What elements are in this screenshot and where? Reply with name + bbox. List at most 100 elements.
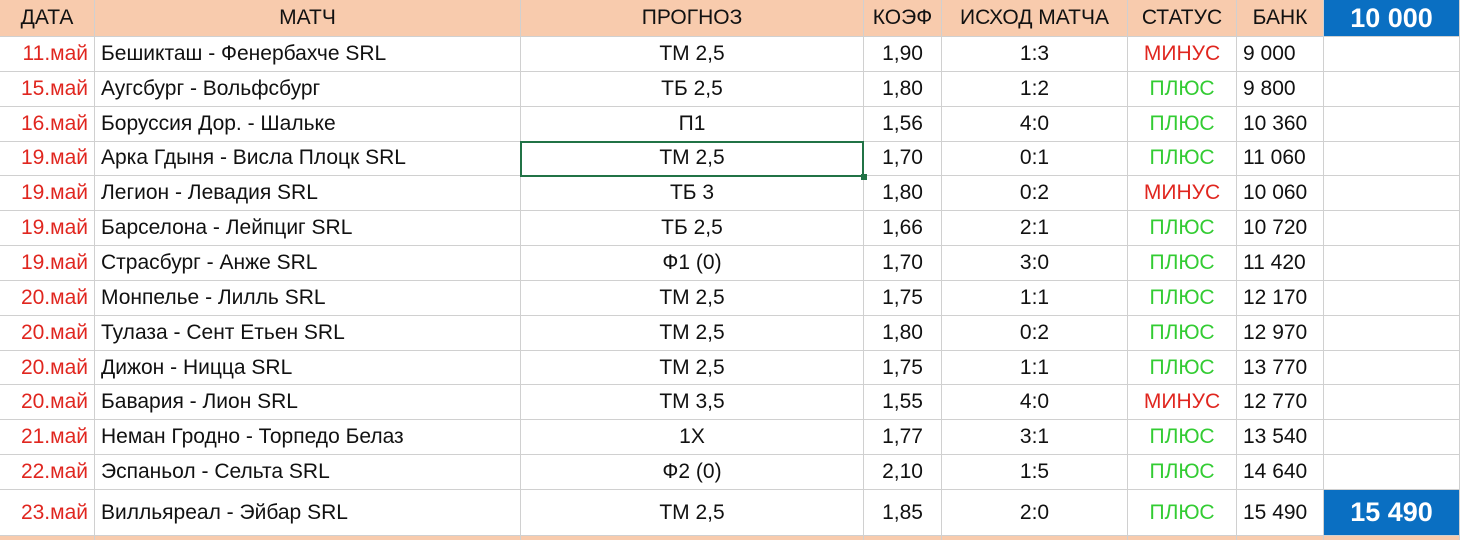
column-header[interactable]: СТАТУС: [1128, 0, 1237, 37]
selected-cell[interactable]: [520, 141, 867, 180]
empty-cell[interactable]: [1128, 536, 1237, 540]
forecast-cell[interactable]: ТМ 2,5: [521, 280, 864, 316]
empty-cell[interactable]: [942, 536, 1128, 540]
coefficient-cell[interactable]: 1,70: [864, 246, 942, 281]
empty-cell[interactable]: [0, 536, 95, 540]
empty-cell[interactable]: [1324, 211, 1460, 247]
empty-cell[interactable]: [1324, 385, 1460, 421]
status-cell[interactable]: ПЛЮС: [1128, 490, 1237, 536]
empty-cell[interactable]: [1324, 71, 1460, 107]
coefficient-cell[interactable]: 1,80: [864, 176, 942, 212]
forecast-cell[interactable]: ТБ 2,5: [521, 211, 864, 247]
empty-cell[interactable]: [1324, 420, 1460, 456]
coefficient-cell[interactable]: 2,10: [864, 455, 942, 490]
column-header[interactable]: ДАТА: [0, 0, 95, 37]
bank-cell[interactable]: 9 800: [1237, 71, 1324, 107]
result-cell[interactable]: 0:2: [942, 176, 1128, 212]
bank-cell[interactable]: 11 060: [1237, 141, 1324, 177]
empty-cell[interactable]: [1324, 141, 1460, 177]
bank-cell[interactable]: 10 720: [1237, 211, 1324, 247]
empty-cell[interactable]: [1324, 246, 1460, 281]
column-header[interactable]: МАТЧ: [95, 0, 521, 37]
status-cell[interactable]: ПЛЮС: [1128, 455, 1237, 490]
status-cell[interactable]: ПЛЮС: [1128, 246, 1237, 281]
forecast-cell[interactable]: ТБ 2,5: [521, 71, 864, 107]
result-cell[interactable]: 1:1: [942, 350, 1128, 386]
bank-cell[interactable]: 14 640: [1237, 455, 1324, 490]
match-cell[interactable]: Аугсбург - Вольфсбург: [95, 71, 521, 107]
result-cell[interactable]: 2:1: [942, 211, 1128, 247]
result-cell[interactable]: 2:0: [942, 490, 1128, 536]
empty-cell[interactable]: [521, 536, 864, 540]
status-cell[interactable]: ПЛЮС: [1128, 280, 1237, 316]
start-bank[interactable]: 10 000: [1324, 0, 1460, 37]
status-cell[interactable]: ПЛЮС: [1128, 211, 1237, 247]
bank-cell[interactable]: 13 770: [1237, 350, 1324, 386]
coefficient-cell[interactable]: 1,80: [864, 71, 942, 107]
match-cell[interactable]: Монпелье - Лилль SRL: [95, 280, 521, 316]
status-cell[interactable]: ПЛЮС: [1128, 420, 1237, 456]
coefficient-cell[interactable]: 1,56: [864, 106, 942, 142]
empty-cell[interactable]: [1324, 280, 1460, 316]
date-cell[interactable]: 19.май: [0, 211, 95, 247]
empty-cell[interactable]: [1324, 350, 1460, 386]
coefficient-cell[interactable]: 1,75: [864, 350, 942, 386]
bank-cell[interactable]: 13 540: [1237, 420, 1324, 456]
column-header[interactable]: КОЭФ: [864, 0, 942, 37]
date-cell[interactable]: 19.май: [0, 141, 95, 177]
match-cell[interactable]: Тулаза - Сент Етьен SRL: [95, 315, 521, 351]
empty-cell[interactable]: [1324, 455, 1460, 490]
match-cell[interactable]: Страсбург - Анже SRL: [95, 246, 521, 281]
forecast-cell[interactable]: 1Х: [521, 420, 864, 456]
coefficient-cell[interactable]: 1,70: [864, 141, 942, 177]
empty-cell[interactable]: [1324, 176, 1460, 212]
result-cell[interactable]: 4:0: [942, 385, 1128, 421]
bank-cell[interactable]: 10 360: [1237, 106, 1324, 142]
match-cell[interactable]: Легион - Левадия SRL: [95, 176, 521, 212]
date-cell[interactable]: 22.май: [0, 455, 95, 490]
column-header[interactable]: БАНК: [1237, 0, 1324, 37]
final-bank[interactable]: 15 490: [1324, 490, 1460, 536]
status-cell[interactable]: МИНУС: [1128, 385, 1237, 421]
match-cell[interactable]: Неман Гродно - Торпедо Белаз: [95, 420, 521, 456]
bank-cell[interactable]: 12 170: [1237, 280, 1324, 316]
date-cell[interactable]: 11.май: [0, 37, 95, 72]
empty-cell[interactable]: [1324, 106, 1460, 142]
date-cell[interactable]: 20.май: [0, 315, 95, 351]
result-cell[interactable]: 1:2: [942, 71, 1128, 107]
forecast-cell[interactable]: ТМ 2,5: [521, 315, 864, 351]
date-cell[interactable]: 16.май: [0, 106, 95, 142]
date-cell[interactable]: 20.май: [0, 385, 95, 421]
result-cell[interactable]: 3:0: [942, 246, 1128, 281]
coefficient-cell[interactable]: 1,80: [864, 315, 942, 351]
date-cell[interactable]: 15.май: [0, 71, 95, 107]
status-cell[interactable]: ПЛЮС: [1128, 141, 1237, 177]
match-cell[interactable]: Дижон - Ницца SRL: [95, 350, 521, 386]
result-cell[interactable]: 3:1: [942, 420, 1128, 456]
coefficient-cell[interactable]: 1,90: [864, 37, 942, 72]
forecast-cell[interactable]: ТМ 2,5: [521, 37, 864, 72]
bank-cell[interactable]: 9 000: [1237, 37, 1324, 72]
forecast-cell[interactable]: ТМ 3,5: [521, 385, 864, 421]
empty-cell[interactable]: [1324, 315, 1460, 351]
coefficient-cell[interactable]: 1,66: [864, 211, 942, 247]
forecast-cell[interactable]: П1: [521, 106, 864, 142]
bank-cell[interactable]: 12 970: [1237, 315, 1324, 351]
date-cell[interactable]: 21.май: [0, 420, 95, 456]
date-cell[interactable]: 19.май: [0, 176, 95, 212]
match-cell[interactable]: Барселона - Лейпциг SRL: [95, 211, 521, 247]
forecast-cell[interactable]: ТБ 3: [521, 176, 864, 212]
bank-cell[interactable]: 11 420: [1237, 246, 1324, 281]
result-cell[interactable]: 0:2: [942, 315, 1128, 351]
status-cell[interactable]: ПЛЮС: [1128, 315, 1237, 351]
forecast-cell[interactable]: Ф2 (0): [521, 455, 864, 490]
result-cell[interactable]: 1:3: [942, 37, 1128, 72]
status-cell[interactable]: ПЛЮС: [1128, 350, 1237, 386]
match-cell[interactable]: Бешикташ - Фенербахче SRL: [95, 37, 521, 72]
match-cell[interactable]: Бавария - Лион SRL: [95, 385, 521, 421]
forecast-cell[interactable]: Ф1 (0): [521, 246, 864, 281]
date-cell[interactable]: 20.май: [0, 350, 95, 386]
date-cell[interactable]: 19.май: [0, 246, 95, 281]
column-header[interactable]: ИСХОД МАТЧА: [942, 0, 1128, 37]
date-cell[interactable]: 20.май: [0, 280, 95, 316]
